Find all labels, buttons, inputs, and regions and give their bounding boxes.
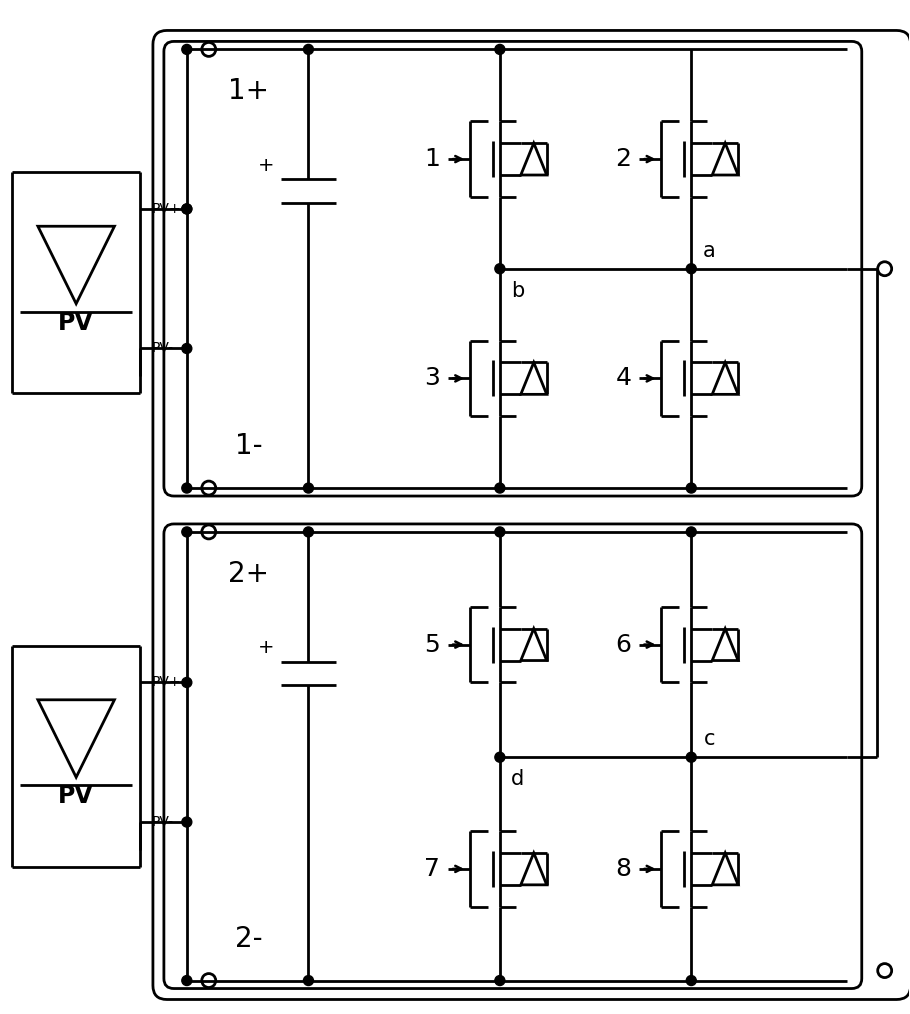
Text: c: c bbox=[703, 729, 715, 749]
Text: +: + bbox=[258, 155, 275, 174]
Circle shape bbox=[495, 527, 505, 536]
Text: PV: PV bbox=[58, 784, 94, 808]
Circle shape bbox=[182, 527, 192, 536]
Text: PV: PV bbox=[58, 310, 94, 335]
Text: b: b bbox=[511, 281, 524, 301]
Circle shape bbox=[686, 483, 696, 493]
Text: 8: 8 bbox=[615, 857, 632, 881]
Circle shape bbox=[182, 204, 192, 214]
Circle shape bbox=[495, 483, 505, 493]
Circle shape bbox=[686, 975, 696, 986]
Text: PV-: PV- bbox=[152, 342, 174, 356]
FancyBboxPatch shape bbox=[164, 42, 862, 496]
Circle shape bbox=[182, 45, 192, 55]
Text: 1-: 1- bbox=[235, 432, 262, 460]
Text: 6: 6 bbox=[615, 633, 632, 657]
Circle shape bbox=[303, 483, 313, 493]
Text: d: d bbox=[511, 770, 524, 789]
Circle shape bbox=[182, 204, 192, 214]
Text: 7: 7 bbox=[424, 857, 440, 881]
Text: 4: 4 bbox=[615, 366, 632, 390]
Circle shape bbox=[303, 45, 313, 55]
Circle shape bbox=[182, 677, 192, 687]
Circle shape bbox=[686, 264, 696, 274]
Text: a: a bbox=[703, 240, 715, 261]
Circle shape bbox=[495, 264, 505, 274]
FancyBboxPatch shape bbox=[164, 524, 862, 989]
Text: 1+: 1+ bbox=[228, 77, 269, 105]
Circle shape bbox=[686, 527, 696, 536]
Text: PV+: PV+ bbox=[152, 675, 181, 690]
Text: PV-: PV- bbox=[152, 815, 174, 829]
Text: 2-: 2- bbox=[235, 925, 262, 953]
Text: 3: 3 bbox=[424, 366, 440, 390]
Circle shape bbox=[495, 975, 505, 986]
Circle shape bbox=[686, 752, 696, 763]
Text: 1: 1 bbox=[424, 147, 440, 171]
Text: PV+: PV+ bbox=[152, 202, 181, 216]
Circle shape bbox=[182, 344, 192, 354]
Circle shape bbox=[495, 45, 505, 55]
Text: +: + bbox=[258, 638, 275, 657]
Text: 5: 5 bbox=[424, 633, 440, 657]
Circle shape bbox=[495, 752, 505, 763]
Circle shape bbox=[303, 975, 313, 986]
Circle shape bbox=[182, 483, 192, 493]
Text: 2: 2 bbox=[615, 147, 632, 171]
Text: 2+: 2+ bbox=[228, 560, 269, 588]
Circle shape bbox=[182, 975, 192, 986]
Circle shape bbox=[182, 817, 192, 827]
Circle shape bbox=[303, 527, 313, 536]
